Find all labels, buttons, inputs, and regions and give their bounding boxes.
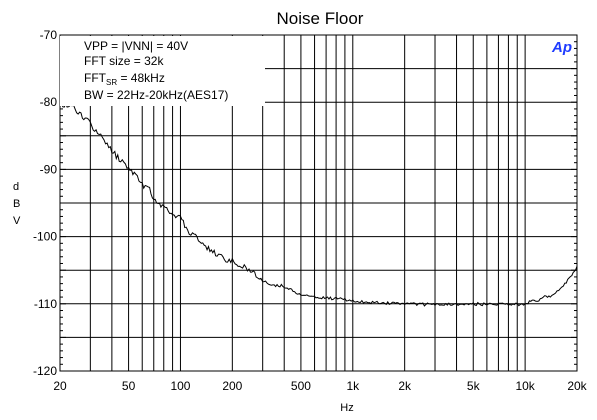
annotation-fft-sr-rest: = 48kHz xyxy=(117,71,165,85)
x-axis-ticks: 20 50 100 200 500 1k 2k 5k 10k 20k xyxy=(53,379,587,393)
x-tick-label: 5k xyxy=(467,379,481,393)
x-tick-label: 100 xyxy=(170,379,190,393)
y-axis-label-letter-3: V xyxy=(13,215,21,227)
annotation-vpp: VPP = |VNN| = 40V xyxy=(84,39,188,53)
y-tick-label: -120 xyxy=(33,364,57,378)
annotation-fft-sr-subscript: SR xyxy=(106,78,117,87)
x-tick-label: 500 xyxy=(291,379,311,393)
y-tick-label: -80 xyxy=(40,95,58,109)
y-tick-label: -70 xyxy=(40,28,58,42)
chart-title: Noise Floor xyxy=(277,9,364,28)
annotation-fft-sr-main: FFT xyxy=(84,71,107,85)
annotation-box: VPP = |VNN| = 40V FFT size = 32k FFTSR =… xyxy=(60,36,265,106)
x-tick-label: 2k xyxy=(398,379,412,393)
y-axis-label-letter-2: B xyxy=(13,198,20,210)
ap-logo: Ap xyxy=(551,39,572,56)
annotation-fft-size: FFT size = 32k xyxy=(84,54,164,68)
y-tick-label: -110 xyxy=(34,297,57,311)
x-tick-label: 1k xyxy=(346,379,360,393)
x-tick-label: 50 xyxy=(122,379,136,393)
y-tick-label: -100 xyxy=(33,230,57,244)
x-tick-label: 20 xyxy=(53,379,67,393)
x-tick-label: 20k xyxy=(567,379,587,393)
y-axis-label-letter-1: d xyxy=(13,181,19,193)
x-tick-label: 10k xyxy=(515,379,535,393)
noise-floor-series-line xyxy=(59,101,578,307)
y-axis-ticks: -70 -80 -90 -100 -110 -120 xyxy=(33,28,577,378)
x-tick-label: 200 xyxy=(222,379,242,393)
y-tick-label: -90 xyxy=(40,162,58,176)
annotation-background xyxy=(60,36,265,106)
annotation-bandwidth: BW = 22Hz-20kHz(AES17) xyxy=(84,88,228,102)
annotation-fft-sr: FFTSR = 48kHz xyxy=(84,71,165,87)
x-axis-label: Hz xyxy=(340,402,353,414)
